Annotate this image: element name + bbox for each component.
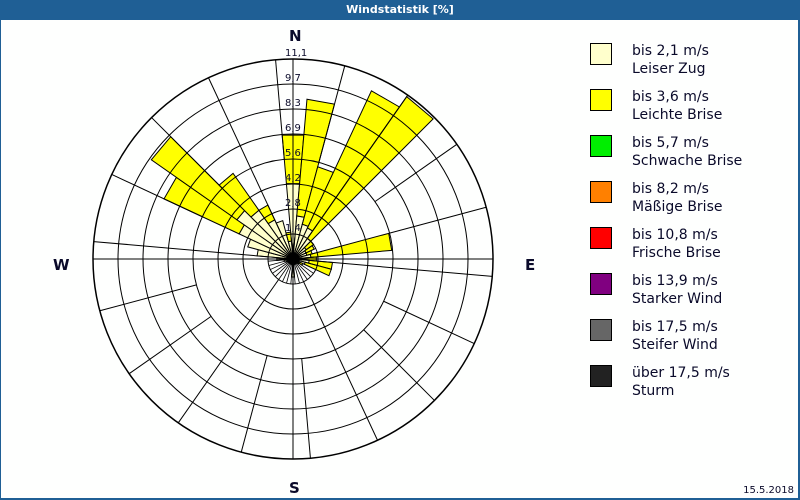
window-title: Windstatistik [%] [0,0,800,20]
grid-spoke [374,143,458,203]
ring-label: 4,2 [285,173,301,184]
sector-divider [292,256,318,260]
legend-swatch [590,89,612,111]
sector-divider [292,238,308,260]
compass-north: N [289,27,302,45]
grid-spoke [111,174,203,218]
compass-south: S [289,479,300,497]
grid-spoke [317,260,493,277]
compass-east: E [525,256,536,274]
sector-divider [292,258,300,284]
grid-spoke [99,284,197,312]
legend-swatch [590,319,612,341]
grid-spoke [363,329,435,401]
grid-spoke [93,241,269,258]
sector-divider [292,258,318,262]
sector-divider [290,234,294,260]
sector-divider [268,258,294,262]
legend-swatch [590,43,612,65]
ring-label: 2,8 [285,198,301,209]
grid-spoke [208,77,283,237]
legend-label: Leiser Zug [632,61,706,77]
sector-divider [278,238,294,260]
sector-divider [270,258,294,270]
legend-label: Schwache Brise [632,153,743,169]
sector-divider [268,256,294,260]
sector-divider [286,258,294,284]
ring-labels: 1,4 2,8 4,2 5,6 6,9 8,3 9,7 11,1 [285,48,307,234]
grid-spoke [151,117,223,189]
grid-spoke [389,206,487,234]
sector-divider [272,258,294,274]
sector-divider [292,258,296,284]
legend-speed: bis 2,1 m/s [632,43,709,59]
date-stamp: 15.5.2018 [743,485,794,496]
grid-spoke [128,315,212,375]
grid-spoke [240,355,268,453]
sector-divider [292,252,318,260]
sector-divider [286,234,294,260]
legend-swatch [590,181,612,203]
wind-sector [303,261,332,277]
legend-speed: über 17,5 m/s [632,365,730,381]
sector-divider [268,258,294,266]
legend-label: Starker Wind [632,291,723,307]
wind-sector [309,232,393,258]
sector-divider [270,248,294,260]
sector-divider [292,248,316,260]
legend-swatch [590,227,612,249]
sector-divider [278,258,294,280]
legend-swatch [590,365,612,387]
sector-divider [292,258,318,266]
sector-divider [292,244,314,260]
grid-spoke [383,300,475,344]
sector-divider [290,258,294,284]
legend-speed: bis 3,6 m/s [632,89,709,105]
sector-divider [292,258,316,270]
legend-swatch [590,135,612,157]
legend-label: Mäßige Brise [632,199,723,215]
grid-spoke [177,279,280,424]
sector-divider [292,258,304,282]
legend-speed: bis 8,2 m/s [632,181,709,197]
grid-spoke [306,94,409,239]
ring-label: 1,4 [285,223,301,234]
sector-divider [282,258,294,282]
ring-label: 6,9 [285,123,301,134]
sector-divider [292,241,311,260]
sector-divider [272,244,294,260]
ring-label: 9,7 [285,73,301,84]
grid-spoke [275,59,285,160]
grid-spoke [303,281,378,441]
legend-label: Frische Brise [632,245,721,261]
legend-label: Sturm [632,383,675,399]
sector-divider [292,258,308,280]
legend-speed: bis 5,7 m/s [632,135,709,151]
legend-speed: bis 17,5 m/s [632,319,718,335]
sector-divider [275,241,294,260]
grid-spoke [301,358,311,459]
sector-divider [275,258,294,277]
sector-divider [292,234,296,260]
sector-divider [292,236,304,260]
legend-label: Steifer Wind [632,337,718,353]
grid-spoke [318,65,346,163]
sector-divider [292,234,300,260]
polar-grid [92,58,494,460]
sector-divider [292,258,311,277]
sector-divider [282,236,294,260]
sector-divider [292,258,314,274]
ring-label: 11,1 [285,48,307,59]
legend-speed: bis 13,9 m/s [632,273,718,289]
legend-label: Leichte Brise [632,107,723,123]
compass-west: W [53,256,70,274]
legend-swatch [590,273,612,295]
wind-sector [218,172,260,218]
legend-speed: bis 10,8 m/s [632,227,718,243]
ring-label: 5,6 [285,148,301,159]
ring-label: 8,3 [285,98,301,109]
sector-divider [268,252,294,260]
